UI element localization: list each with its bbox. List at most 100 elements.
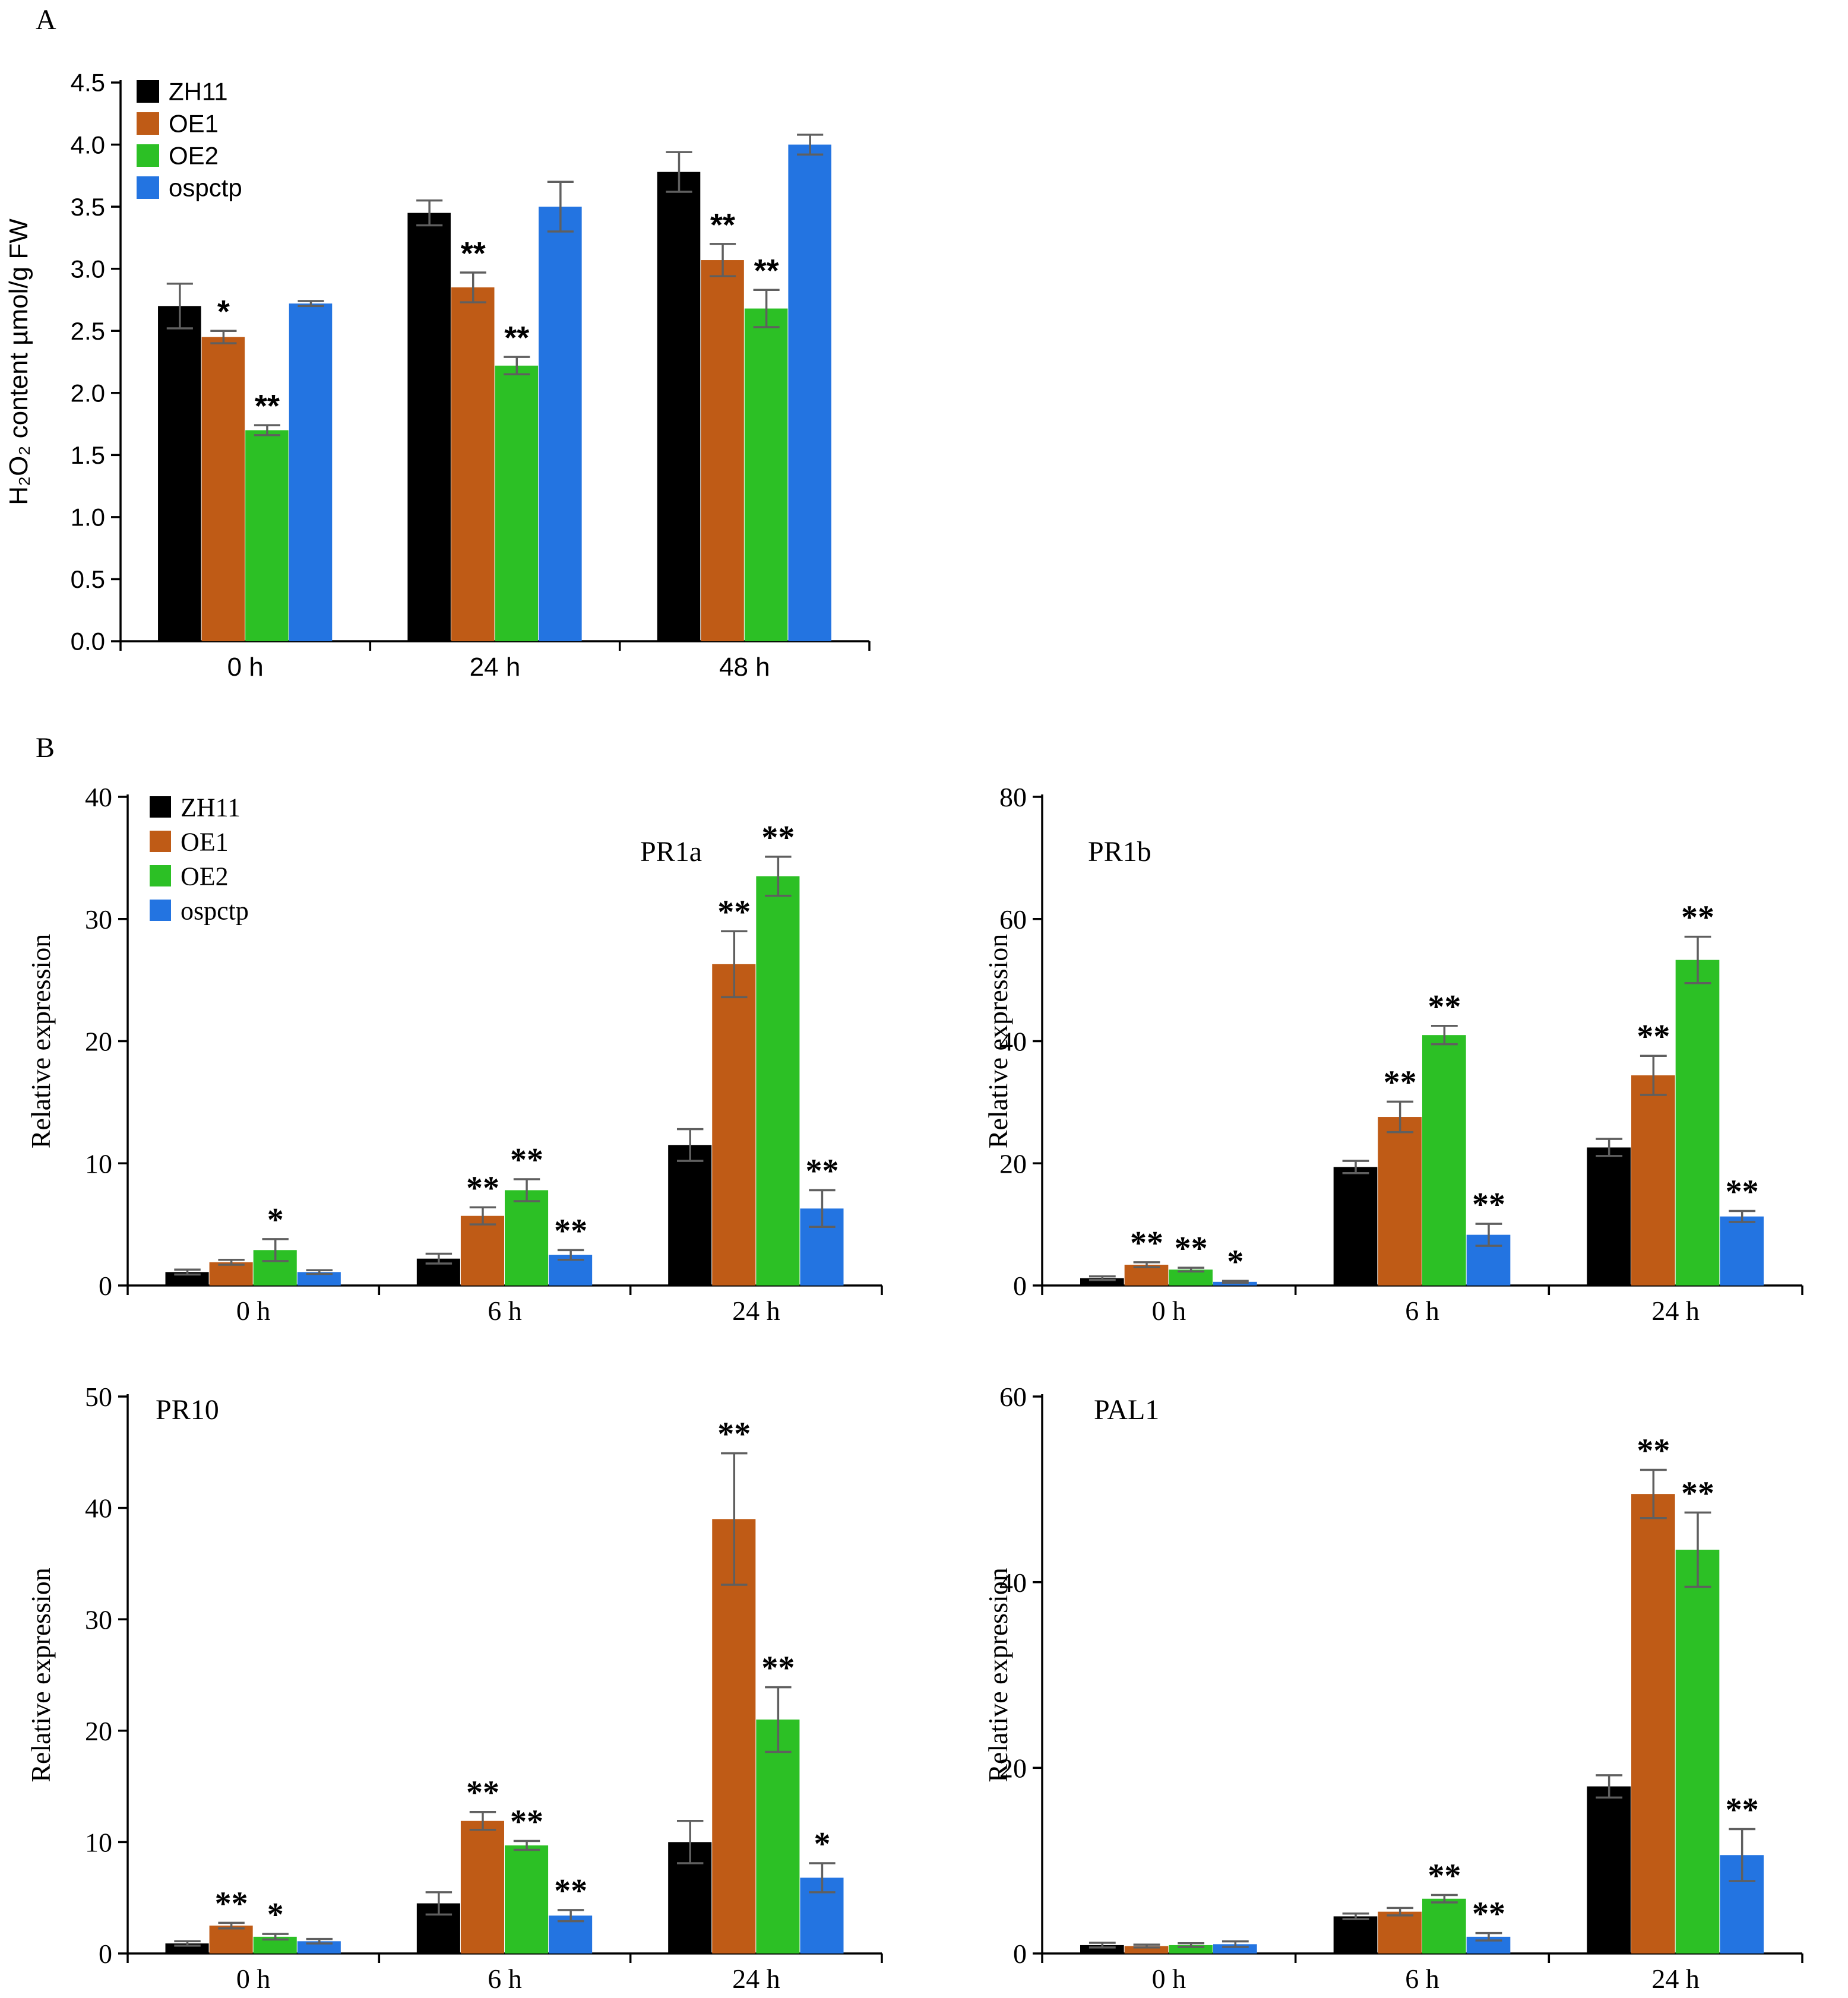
sig-star: ** (754, 253, 779, 289)
y-tick-label: 40 (999, 1568, 1027, 1598)
bar-OE1 (460, 1215, 504, 1285)
x-category-label: 6 h (1405, 1296, 1439, 1326)
x-category-label: 24 h (1651, 1964, 1700, 1994)
sig-star: ** (1175, 1230, 1208, 1267)
chart-title: PR1b (1088, 836, 1151, 867)
bar-OE1 (1378, 1911, 1422, 1953)
x-category-label: 0 h (227, 653, 264, 682)
bar-OE1 (1378, 1117, 1422, 1285)
sig-star: ** (717, 894, 751, 930)
bar-OE1 (1631, 1494, 1675, 1953)
bar-OE1 (451, 287, 495, 641)
bar-OE1 (209, 1926, 253, 1953)
sig-star: ** (504, 320, 529, 356)
sig-star: ** (510, 1804, 543, 1841)
y-tick-label: 4.0 (71, 131, 105, 159)
bar-ospctp (1720, 1216, 1764, 1285)
sig-star: ** (761, 1650, 795, 1687)
y-tick-label: 2.0 (71, 379, 105, 407)
sig-star: ** (1637, 1433, 1670, 1470)
sig-star: ** (466, 1775, 499, 1812)
y-tick-label: 0 (1013, 1271, 1027, 1301)
sig-star: ** (1130, 1225, 1163, 1262)
legend-label: ZH11 (181, 793, 241, 822)
bar-OE2 (1422, 1898, 1466, 1953)
sig-star: ** (717, 1416, 751, 1453)
sig-star: ** (1472, 1186, 1505, 1223)
y-tick-label: 0 (99, 1271, 112, 1301)
y-tick-label: 40 (999, 1027, 1027, 1057)
sig-star: * (267, 1202, 284, 1239)
legend-swatch (150, 796, 171, 818)
sig-star: ** (1726, 1173, 1759, 1210)
y-tick-label: 2.5 (71, 317, 105, 345)
bar-OE1 (712, 964, 756, 1285)
bar-ZH11 (668, 1145, 712, 1285)
bar-ZH11 (158, 306, 201, 641)
y-tick-label: 3.5 (71, 193, 105, 221)
legend-label: ospctp (181, 896, 249, 925)
legend-swatch (150, 865, 171, 886)
chart-pal1-bar-chart: 0 20 40 60 0 h 6 h 24 h ** ** ** ** ** Relative expr… (983, 1382, 1803, 1994)
y-tick-label: 1.5 (71, 441, 105, 469)
bar-ospctp (297, 1272, 341, 1285)
sig-star: ** (1384, 1064, 1417, 1101)
y-axis-title: H₂O₂ content µmol/g FW (4, 219, 33, 505)
y-tick-label: 10 (85, 1828, 112, 1858)
bar-ZH11 (1587, 1786, 1631, 1953)
sig-star: * (1227, 1243, 1243, 1280)
bar-OE2 (1422, 1035, 1466, 1285)
bar-OE2 (495, 365, 539, 641)
sig-star: ** (1428, 989, 1461, 1025)
sig-star: ** (761, 819, 795, 856)
bar-OE2 (744, 308, 788, 641)
bar-OE2 (245, 430, 289, 641)
y-tick-label: 60 (999, 1382, 1027, 1412)
y-axis-title: Relative expression (26, 934, 56, 1149)
legend-label: OE1 (169, 110, 219, 138)
legend-label: ZH11 (169, 78, 228, 106)
chart-title: PR10 (156, 1394, 219, 1426)
bar-OE2 (756, 876, 800, 1285)
legend-label: OE2 (181, 862, 229, 891)
x-category-label: 24 h (732, 1296, 780, 1326)
sig-star: ** (1428, 1858, 1461, 1895)
x-category-label: 24 h (732, 1964, 780, 1994)
y-tick-label: 20 (999, 1148, 1027, 1179)
y-axis-title: Relative expression (26, 1568, 56, 1782)
y-axis-title: Relative expression (983, 1568, 1013, 1782)
bar-OE2 (1675, 960, 1720, 1285)
sig-star: ** (805, 1153, 838, 1190)
y-tick-label: 1.0 (71, 504, 105, 531)
bar-ZH11 (1333, 1167, 1378, 1285)
chart-title: PR1a (640, 836, 702, 867)
bar-ZH11 (407, 213, 451, 642)
legend-label: OE1 (181, 827, 229, 856)
bar-OE1 (1631, 1075, 1675, 1285)
y-tick-label: 40 (85, 1493, 112, 1524)
y-axis-title: Relative expression (983, 934, 1013, 1149)
y-tick-label: 20 (999, 1753, 1027, 1783)
bar-OE1 (201, 337, 245, 641)
legend-label: OE2 (169, 142, 219, 170)
sig-star: ** (255, 388, 280, 424)
bar-OE1 (460, 1820, 504, 1953)
bar-OE2 (756, 1720, 800, 1953)
bar-ospctp (289, 303, 333, 641)
sig-star: ** (1637, 1018, 1670, 1055)
y-tick-label: 20 (85, 1716, 112, 1746)
sig-star: ** (1681, 900, 1714, 936)
chart-title: PAL1 (1094, 1394, 1159, 1426)
chart-h2o2-bar-chart: 0.0 0.5 1.0 1.5 2.0 2.5 3.0 3.5 4.0 4.5 0 h 24 h 48 … (4, 69, 871, 682)
legend-swatch (137, 176, 159, 199)
bar-ospctp (539, 207, 582, 642)
legend-swatch (137, 80, 159, 103)
bar-OE2 (505, 1845, 549, 1953)
sig-star: ** (510, 1142, 543, 1179)
x-category-label: 0 h (1152, 1296, 1186, 1326)
bar-OE1 (701, 260, 744, 641)
